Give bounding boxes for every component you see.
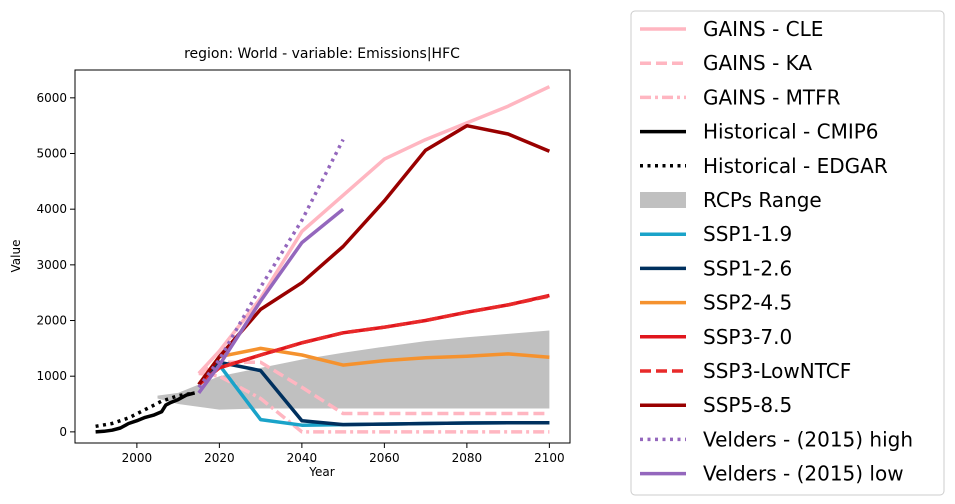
series-line-7	[197, 360, 550, 427]
legend-label: SSP2-4.5	[703, 291, 792, 315]
y-tick-label: 0	[59, 425, 67, 439]
series-line-10	[197, 294, 550, 386]
legend-label: GAINS - CLE	[703, 17, 823, 41]
legend-label: SSP3-7.0	[703, 325, 792, 349]
y-tick-label: 4000	[36, 202, 67, 216]
legend-label: SSP1-1.9	[703, 222, 792, 246]
rcp-range-band	[157, 330, 550, 410]
legend-label: GAINS - MTFR	[703, 85, 841, 109]
x-axis-label: Year	[308, 465, 334, 479]
plot-frame	[74, 69, 571, 444]
y-axis-label: Value	[9, 240, 23, 273]
series-line-5	[95, 391, 195, 429]
legend-label: Historical - EDGAR	[703, 154, 888, 178]
legend-frame	[630, 10, 945, 496]
x-tick-label: 2080	[452, 451, 483, 465]
legend-label: SSP3-LowNTCF	[703, 359, 851, 383]
legend-label: SSP5-8.5	[703, 393, 792, 417]
series-lines	[95, 85, 551, 434]
legend: GAINS - CLE GAINS - KA GAINS - MTFR Histori…	[630, 10, 945, 496]
chart-title: region: World - variable: Emissions|HFC	[184, 46, 460, 62]
series-line-13	[197, 207, 345, 394]
y-tick-label: 1000	[36, 369, 67, 383]
series-line-4	[95, 391, 196, 434]
y-tick-label: 3000	[36, 258, 67, 272]
y-tick-label: 2000	[36, 314, 67, 328]
x-tick-label: 2100	[534, 451, 565, 465]
legend-label: Historical - CMIP6	[703, 120, 879, 144]
axes: 2000 2020 2040 2060 2080 2100 0 1000 2000 3000 400…	[36, 91, 564, 465]
legend-label: SSP1-2.6	[703, 256, 792, 280]
x-tick-label: 2040	[287, 451, 318, 465]
x-tick-label: 2000	[122, 451, 153, 465]
legend-label: RCPs Range	[703, 188, 822, 212]
legend-swatch-rcp-range	[640, 192, 686, 208]
series-line-3	[198, 371, 550, 434]
y-tick-label: 5000	[36, 147, 67, 161]
x-tick-label: 2060	[369, 451, 400, 465]
series-line-12	[197, 138, 345, 389]
rcp-range-area	[157, 330, 550, 410]
legend-label: GAINS - KA	[703, 51, 812, 75]
series-line-1	[197, 85, 551, 375]
series-line-8	[197, 346, 550, 386]
series-line-2	[197, 360, 550, 416]
x-tick-label: 2020	[204, 451, 235, 465]
legend-label: Velders - (2015) high	[703, 427, 913, 451]
y-tick-label: 6000	[36, 91, 67, 105]
legend-label: Velders - (2015) low	[703, 462, 904, 486]
